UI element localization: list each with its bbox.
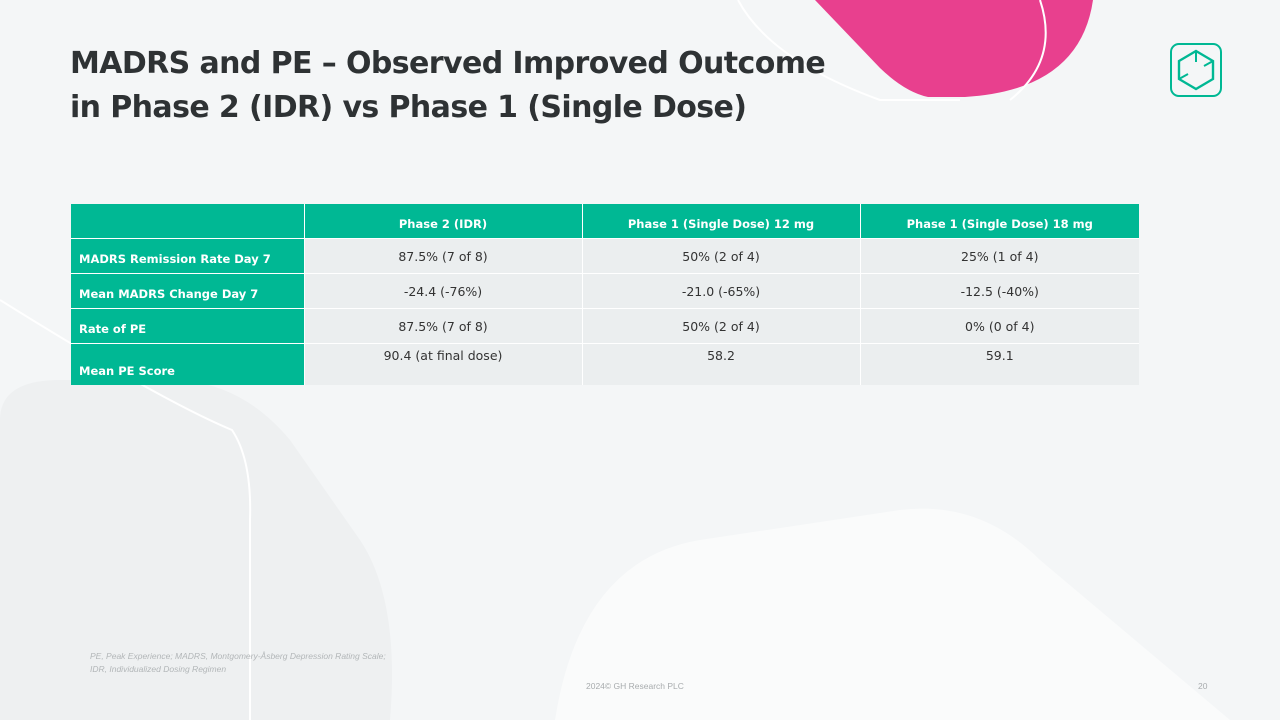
- table-cell: 87.5% (7 of 8): [303, 238, 582, 274]
- row-label: Mean PE Score: [71, 343, 304, 385]
- light-blob-left: [0, 380, 392, 720]
- footnote-line-1: PE, Peak Experience; MADRS, Montgomery-Å…: [90, 651, 386, 661]
- table-row: Mean PE Score 90.4 (at final dose) 58.2 …: [71, 343, 1139, 385]
- comparison-table: Phase 2 (IDR) Phase 1 (Single Dose) 12 m…: [71, 204, 1139, 385]
- row-label: Rate of PE: [71, 308, 304, 344]
- table-cell: 25% (1 of 4): [859, 238, 1139, 274]
- row-label: Mean MADRS Change Day 7: [71, 273, 304, 309]
- row-label: MADRS Remission Rate Day 7: [71, 238, 304, 274]
- table-cell: 0% (0 of 4): [859, 308, 1139, 344]
- table-cell: 50% (2 of 4): [581, 308, 860, 344]
- white-blob-bottom: [555, 508, 1230, 720]
- table-row: Rate of PE 87.5% (7 of 8) 50% (2 of 4) 0…: [71, 308, 1139, 344]
- table-cell: 90.4 (at final dose): [303, 343, 582, 385]
- slide-title-line-2: in Phase 2 (IDR) vs Phase 1 (Single Dose…: [70, 90, 747, 125]
- outline-curve-right: [1009, 0, 1047, 101]
- column-header: Phase 2 (IDR): [303, 204, 582, 239]
- table-row: Mean MADRS Change Day 7 -24.4 (-76%) -21…: [71, 273, 1139, 309]
- column-header: Phase 1 (Single Dose) 18 mg: [859, 204, 1139, 239]
- hexagon-logo-icon: [1170, 43, 1222, 97]
- table-header-row: Phase 2 (IDR) Phase 1 (Single Dose) 12 m…: [71, 204, 1139, 239]
- table-cell: 58.2: [581, 343, 860, 385]
- table-cell: -12.5 (-40%): [859, 273, 1139, 309]
- pink-accent-shape: [815, 0, 1093, 97]
- table-row: MADRS Remission Rate Day 7 87.5% (7 of 8…: [71, 238, 1139, 274]
- outline-curve-top: [737, 0, 960, 101]
- page-number: 20: [1198, 681, 1208, 691]
- table-cell: 59.1: [859, 343, 1139, 385]
- slide-title: MADRS and PE – Observed Improved Outcome…: [70, 42, 826, 130]
- footnote-line-2: IDR, Individualized Dosing Regimen: [90, 664, 227, 674]
- table-cell: -24.4 (-76%): [303, 273, 582, 309]
- table-cell: -21.0 (-65%): [581, 273, 860, 309]
- column-header: [71, 204, 304, 239]
- table-cell: 87.5% (7 of 8): [303, 308, 582, 344]
- column-header: Phase 1 (Single Dose) 12 mg: [581, 204, 860, 239]
- table-cell: 50% (2 of 4): [581, 238, 860, 274]
- footer-copyright: 2024© GH Research PLC: [586, 681, 684, 691]
- footnote: PE, Peak Experience; MADRS, Montgomery-Å…: [90, 650, 386, 676]
- slide-title-line-1: MADRS and PE – Observed Improved Outcome: [70, 46, 826, 81]
